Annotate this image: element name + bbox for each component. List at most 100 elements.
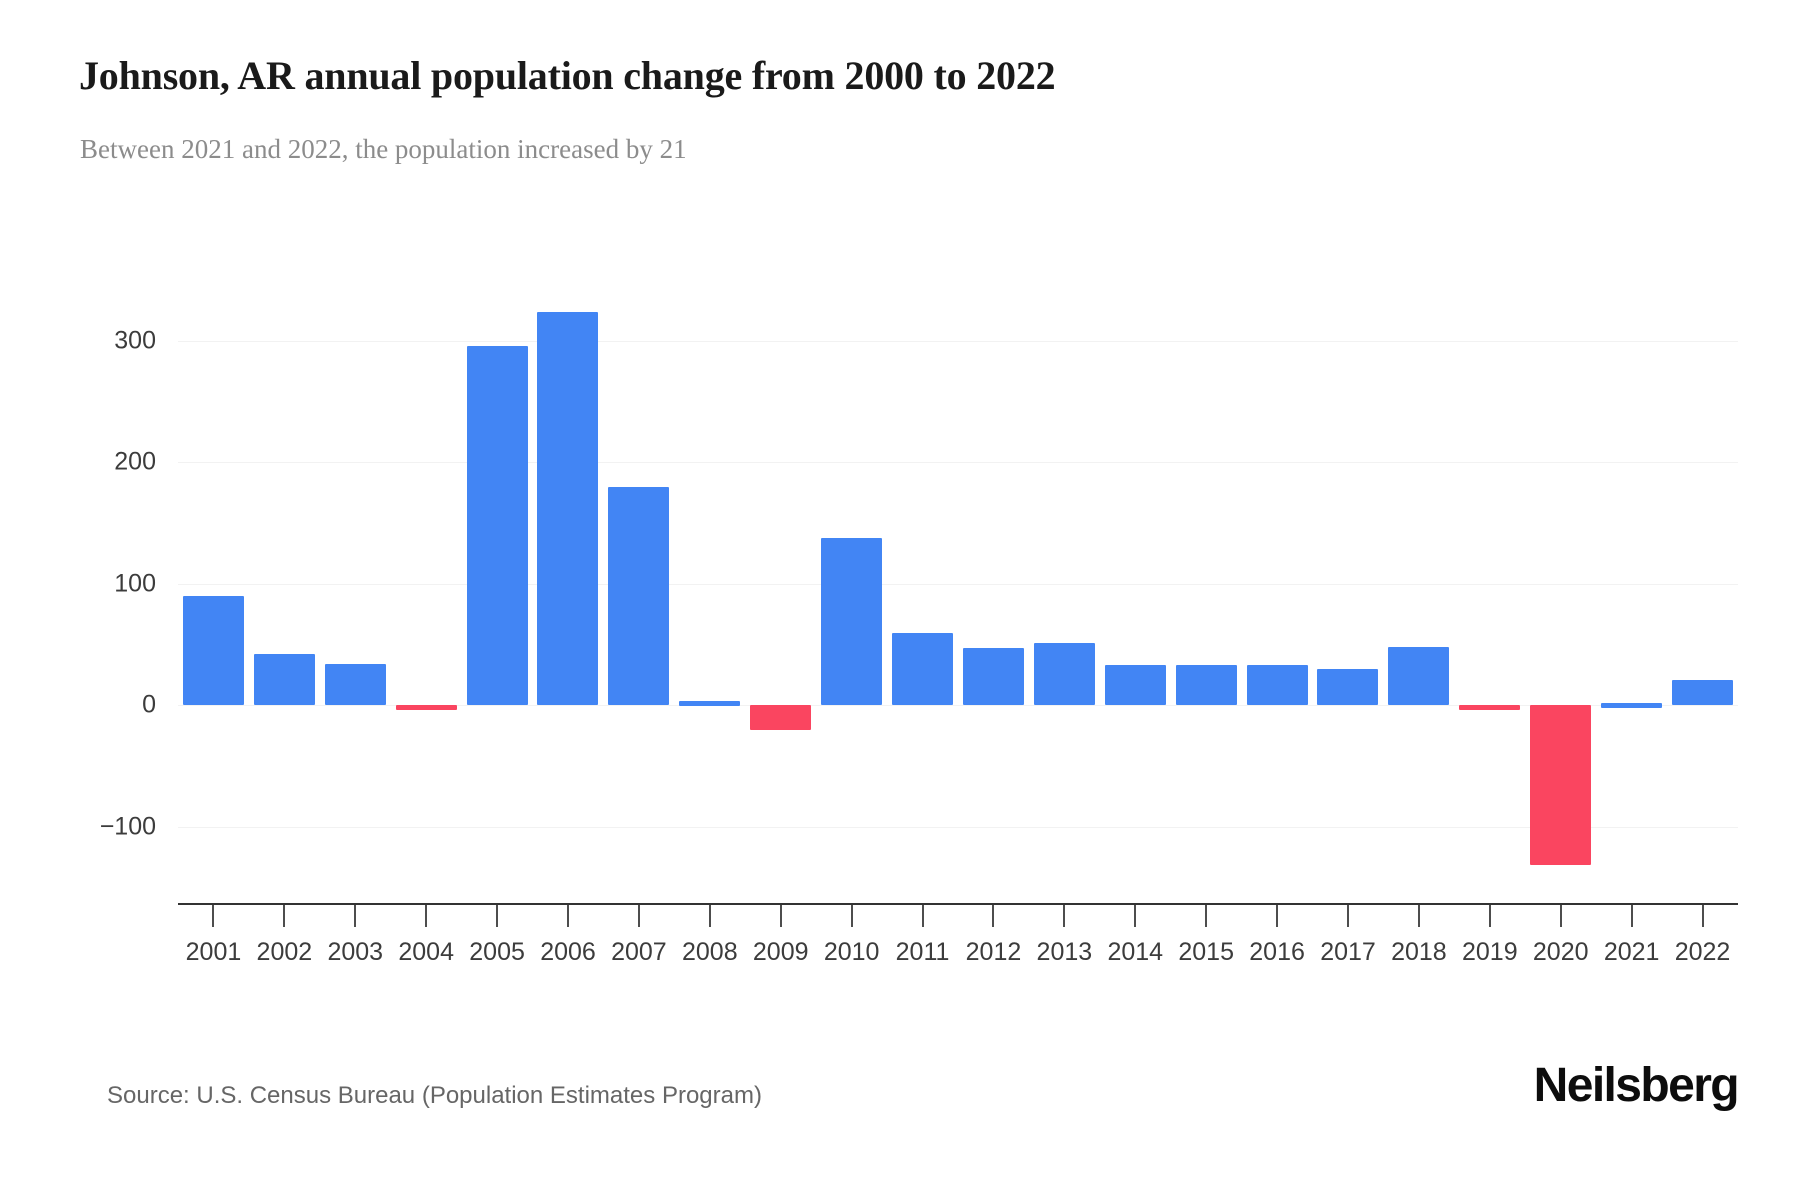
bar-2002[interactable] xyxy=(253,654,315,706)
x-axis-tick xyxy=(1417,905,1420,927)
x-axis-tick xyxy=(992,905,995,927)
bar-slot xyxy=(745,280,816,900)
x-axis-tick-label-2016: 2016 xyxy=(1249,938,1305,966)
plot-area: 300 200 100 0 −100 xyxy=(100,280,1738,900)
bar-slot xyxy=(1242,280,1313,900)
bar-slot xyxy=(178,280,249,900)
x-axis-tick-label-2011: 2011 xyxy=(895,938,950,966)
x-axis-tick xyxy=(567,905,569,927)
x-axis-tick-label-2005: 2005 xyxy=(469,938,525,966)
bar-2019[interactable] xyxy=(1459,705,1521,711)
x-axis-tick-label-2021: 2021 xyxy=(1603,938,1660,966)
x-axis-line xyxy=(178,903,1738,905)
x-axis-tick xyxy=(496,905,499,927)
x-axis-tick-label-2017: 2017 xyxy=(1320,938,1376,966)
bar-2022[interactable] xyxy=(1672,679,1733,706)
bar-slot xyxy=(1383,280,1454,900)
bar-2017[interactable] xyxy=(1317,669,1379,706)
bar-2009[interactable] xyxy=(750,705,812,730)
bar-slot xyxy=(1454,280,1525,900)
bar-slot xyxy=(533,280,604,900)
bar-2008[interactable] xyxy=(679,700,741,706)
y-axis-tick-label: −100 xyxy=(99,812,156,841)
source-note: Source: U.S. Census Bureau (Population E… xyxy=(107,1082,762,1109)
bar-slot xyxy=(391,280,462,900)
bar-slot xyxy=(958,280,1029,900)
bar-slot xyxy=(1100,280,1171,900)
x-axis-tick-label-2015: 2015 xyxy=(1178,938,1234,966)
brand-logo: Neilsberg xyxy=(1533,1059,1740,1112)
bar-2016[interactable] xyxy=(1246,665,1308,706)
x-axis-tick xyxy=(212,905,215,927)
x-axis-tick xyxy=(283,905,286,927)
y-axis-tick-label: 200 xyxy=(114,447,156,476)
x-axis-tick xyxy=(779,905,782,927)
bar-2014[interactable] xyxy=(1104,665,1166,706)
bar-slot xyxy=(1313,280,1384,900)
x-axis-tick-label-2006: 2006 xyxy=(540,938,596,966)
page-title: Johnson, AR annual population change fro… xyxy=(79,53,1056,98)
x-axis-tick xyxy=(1701,905,1704,927)
bar-slot xyxy=(320,280,391,900)
bar-2006[interactable] xyxy=(537,311,599,706)
bar-2005[interactable] xyxy=(466,345,528,706)
gridline xyxy=(178,827,1738,829)
y-axis-tick-label: 100 xyxy=(114,569,156,598)
x-axis-tick xyxy=(1347,905,1349,927)
x-axis-tick-label-2007: 2007 xyxy=(611,938,667,966)
zero-line xyxy=(178,705,1738,707)
y-axis-tick-label: 300 xyxy=(114,326,156,355)
bar-2007[interactable] xyxy=(608,486,670,706)
bar-slot xyxy=(603,280,674,900)
bar-2018[interactable] xyxy=(1388,647,1450,706)
x-axis-tick-label-2008: 2008 xyxy=(682,938,738,966)
x-axis-tick xyxy=(425,905,428,927)
page-subtitle: Between 2021 and 2022, the population in… xyxy=(80,134,687,164)
bar-slot xyxy=(1596,280,1667,900)
bar-2021[interactable] xyxy=(1601,703,1663,709)
bar-slot xyxy=(887,280,958,900)
x-axis-tick-label-2018: 2018 xyxy=(1391,938,1447,966)
bar-2001[interactable] xyxy=(182,596,244,706)
x-axis-tick-label-2002: 2002 xyxy=(256,938,313,966)
bar-slot xyxy=(1029,280,1100,900)
bar-2004[interactable] xyxy=(395,705,457,711)
x-axis-tick-label-2022: 2022 xyxy=(1674,938,1731,966)
bar-2003[interactable] xyxy=(324,664,386,706)
x-axis-tick xyxy=(850,905,853,927)
bar-2010[interactable] xyxy=(821,537,883,706)
bars-group xyxy=(178,280,1738,900)
x-axis-tick-label-2001: 2001 xyxy=(185,938,242,966)
bar-slot xyxy=(1667,280,1738,900)
x-axis-tick xyxy=(708,905,711,927)
bar-2020[interactable] xyxy=(1530,705,1592,865)
y-axis-tick-label: 0 xyxy=(142,690,156,719)
x-axis-tick xyxy=(1276,905,1279,927)
gridline xyxy=(178,340,1738,342)
x-axis-tick-label-2004: 2004 xyxy=(398,938,454,966)
bar-2015[interactable] xyxy=(1175,665,1237,706)
x-axis-tick-label-2012: 2012 xyxy=(965,938,1022,966)
bar-2011[interactable] xyxy=(892,632,953,706)
gridline xyxy=(178,583,1738,585)
x-axis-tick xyxy=(1205,905,1208,927)
bar-2013[interactable] xyxy=(1033,643,1095,706)
x-axis-tick xyxy=(1559,905,1562,927)
x-axis-tick-label-2013: 2013 xyxy=(1036,938,1093,966)
bar-slot xyxy=(249,280,320,900)
x-axis-tick xyxy=(921,905,924,927)
gridline xyxy=(178,462,1738,464)
bar-slot xyxy=(1525,280,1596,900)
x-axis-tick xyxy=(1630,905,1633,927)
x-axis-tick xyxy=(637,905,640,927)
x-axis-tick xyxy=(354,905,357,927)
bar-slot xyxy=(674,280,745,900)
x-axis-tick xyxy=(1134,905,1137,927)
bar-slot xyxy=(1171,280,1242,900)
x-axis-tick-label-2009: 2009 xyxy=(752,938,809,966)
x-axis-tick xyxy=(1063,905,1066,927)
x-axis-tick-label-2010: 2010 xyxy=(823,938,880,966)
x-axis-tick-label-2020: 2020 xyxy=(1532,938,1589,966)
bar-2012[interactable] xyxy=(962,648,1024,706)
